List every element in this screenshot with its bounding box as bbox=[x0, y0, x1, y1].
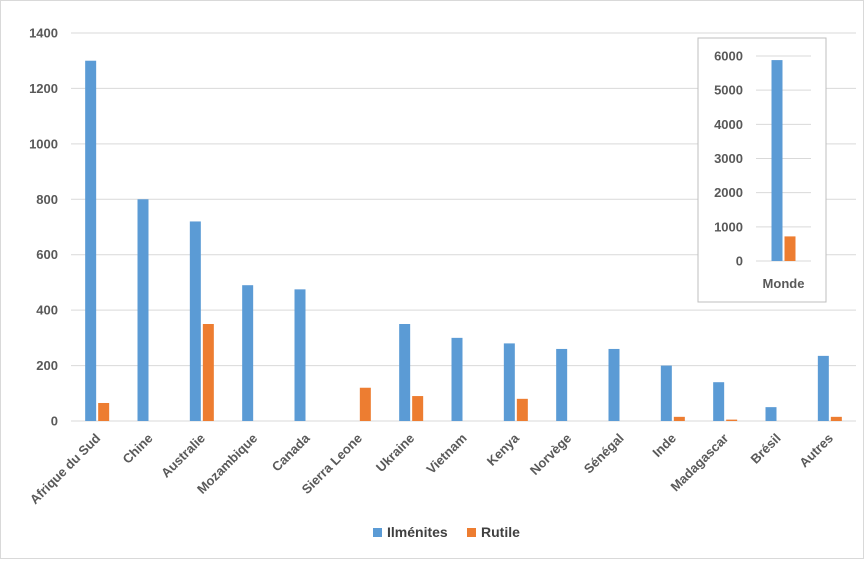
x-tick-label-autres: Autres bbox=[796, 431, 836, 471]
x-tick-label-inde: Inde bbox=[649, 431, 679, 461]
legend-label-ilmenites: Ilménites bbox=[387, 524, 448, 540]
bar-ilmenites-australie bbox=[189, 221, 201, 421]
x-tick-label-chine: Chine bbox=[119, 431, 155, 467]
bar-ilmenites-madagascar bbox=[713, 382, 725, 421]
main-y-tick-label: 1200 bbox=[29, 81, 58, 96]
bar-rutile-australie bbox=[202, 324, 214, 421]
main-gridlines bbox=[71, 32, 856, 422]
bar-ilmenites-ukraine bbox=[399, 324, 411, 421]
bar-ilmenites-inde bbox=[660, 365, 672, 421]
inset-y-tick-label: 6000 bbox=[714, 49, 743, 64]
x-tick-label-norvege: Norvège bbox=[527, 431, 574, 478]
inset-y-tick-label: 4000 bbox=[714, 117, 743, 132]
x-tick-label-bresil: Brésil bbox=[747, 431, 783, 467]
main-bars bbox=[85, 60, 842, 421]
x-tick-label-senegal: Sénégal bbox=[581, 431, 627, 477]
inset-chart: 0 1000 2000 3000 4000 5000 6000 Monde bbox=[697, 37, 827, 303]
legend-swatch-ilmenites bbox=[373, 528, 382, 537]
bar-rutile-sierra-leone bbox=[359, 387, 371, 421]
bar-rutile-kenya bbox=[516, 398, 528, 421]
x-tick-label-vietnam: Vietnam bbox=[423, 431, 469, 477]
inset-x-axis: Monde bbox=[763, 276, 805, 291]
bar-ilmenites-kenya bbox=[503, 343, 515, 421]
inset-bars bbox=[771, 60, 796, 261]
inset-gridlines bbox=[756, 55, 811, 262]
bar-rutile-madagascar bbox=[726, 419, 738, 421]
inset-y-tick-label: 1000 bbox=[714, 219, 743, 234]
inset-y-axis: 0 1000 2000 3000 4000 5000 6000 bbox=[714, 49, 743, 269]
inset-y-tick-label: 0 bbox=[736, 254, 743, 269]
bar-ilmenites-autres bbox=[817, 355, 829, 421]
main-y-tick-label: 600 bbox=[36, 247, 58, 262]
bar-ilmenites-vietnam bbox=[451, 337, 463, 421]
bar-ilmenites-chine bbox=[137, 199, 149, 421]
bar-ilmenites-canada bbox=[294, 289, 306, 421]
inset-y-tick-label: 2000 bbox=[714, 185, 743, 200]
bar-rutile-inde bbox=[673, 416, 685, 421]
inset-x-tick-label-monde: Monde bbox=[763, 276, 805, 291]
bar-rutile-autres bbox=[830, 416, 842, 421]
x-tick-label-afrique-du-sud: Afrique du Sud bbox=[27, 430, 104, 507]
x-tick-label-canada: Canada bbox=[269, 430, 313, 474]
main-y-tick-label: 400 bbox=[36, 303, 58, 318]
legend: Ilménites Rutile bbox=[373, 524, 520, 540]
inset-bar-ilmenites-monde bbox=[771, 60, 783, 261]
x-tick-label-australie: Australie bbox=[158, 431, 208, 481]
bar-ilmenites-bresil bbox=[765, 407, 777, 421]
inset-frame bbox=[697, 37, 827, 303]
main-y-tick-label: 1000 bbox=[29, 136, 58, 151]
bar-rutile-ukraine bbox=[412, 396, 424, 421]
inset-y-tick-label: 5000 bbox=[714, 83, 743, 98]
main-y-tick-label: 200 bbox=[36, 358, 58, 373]
legend-swatch-rutile bbox=[467, 528, 476, 537]
bar-ilmenites-afrique-du-sud bbox=[85, 60, 97, 421]
bar-ilmenites-senegal bbox=[608, 348, 620, 421]
x-tick-label-ukraine: Ukraine bbox=[373, 431, 417, 475]
bar-ilmenites-norvege bbox=[556, 348, 568, 421]
inset-bar-rutile-monde bbox=[784, 236, 796, 261]
bar-ilmenites-mozambique bbox=[242, 285, 254, 421]
legend-label-rutile: Rutile bbox=[481, 524, 520, 540]
main-y-tick-label: 0 bbox=[51, 414, 58, 429]
x-tick-label-kenya: Kenya bbox=[484, 430, 523, 469]
main-y-tick-label: 1400 bbox=[29, 26, 58, 41]
main-y-axis: 0 200 400 600 800 1000 1200 1400 bbox=[29, 26, 58, 429]
bar-rutile-afrique-du-sud bbox=[98, 402, 110, 421]
main-y-tick-label: 800 bbox=[36, 192, 58, 207]
inset-y-tick-label: 3000 bbox=[714, 151, 743, 166]
